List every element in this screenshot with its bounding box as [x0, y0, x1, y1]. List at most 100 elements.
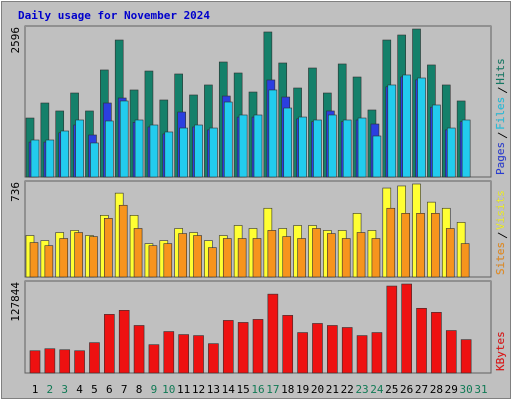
legend-label: Visits	[494, 190, 507, 230]
x-tick-label: 27	[415, 383, 428, 396]
bar	[327, 325, 338, 374]
bar	[163, 331, 175, 374]
x-tick-label: 5	[91, 383, 98, 396]
x-tick-label: 28	[430, 383, 443, 396]
bar	[312, 323, 323, 374]
bar	[460, 339, 472, 374]
x-tick-label: 23	[355, 383, 368, 396]
legend-label: Pages	[494, 142, 507, 175]
x-tick-label: 3	[61, 383, 68, 396]
legend-label: Files	[494, 97, 507, 130]
x-tick-label: 16	[251, 383, 264, 396]
bar	[446, 127, 456, 178]
y-tick-label: 2596	[9, 27, 22, 54]
bar	[209, 127, 218, 178]
bar	[222, 320, 234, 374]
bar	[222, 238, 232, 278]
x-tick-label: 11	[177, 383, 190, 396]
bar	[267, 230, 277, 278]
bar	[118, 204, 128, 278]
legend-label: Hits	[494, 58, 507, 85]
bar	[89, 236, 98, 278]
bar	[297, 332, 308, 374]
bar	[387, 84, 397, 178]
x-tick-label: 1	[32, 383, 39, 396]
bar	[416, 213, 425, 278]
x-tick-label: 6	[106, 383, 113, 396]
x-tick-label: 18	[281, 383, 294, 396]
bar	[148, 344, 160, 374]
x-tick-label: 24	[370, 383, 384, 396]
x-tick-label: 2	[47, 383, 54, 396]
bar	[268, 89, 278, 178]
x-tick-label: 20	[311, 383, 324, 396]
bar	[74, 232, 83, 278]
bar	[179, 127, 188, 178]
bar	[297, 238, 306, 278]
x-tick-label: 31	[474, 383, 487, 396]
bar	[313, 119, 322, 178]
bar	[59, 349, 71, 374]
legend-separator	[497, 232, 508, 239]
bar	[298, 116, 307, 178]
bar	[252, 238, 262, 278]
x-tick-label: 19	[296, 383, 309, 396]
x-tick-label: 14	[222, 383, 236, 396]
bar	[445, 330, 457, 374]
y-tick-label: 127844	[9, 282, 22, 322]
bar	[194, 124, 203, 178]
x-tick-label: 4	[76, 383, 83, 396]
bar	[461, 119, 471, 178]
x-tick-label: 10	[162, 383, 175, 396]
bar	[119, 100, 129, 178]
bar	[252, 319, 264, 374]
bar	[44, 348, 56, 374]
bar	[29, 350, 41, 374]
bar	[60, 130, 70, 178]
bar	[416, 307, 427, 374]
y-tick-label: 736	[9, 182, 22, 202]
bar	[104, 314, 115, 374]
bar	[282, 315, 294, 374]
bar	[283, 107, 293, 178]
x-tick-label: 21	[326, 383, 339, 396]
bar	[356, 232, 366, 278]
bar	[237, 322, 249, 374]
bar	[238, 114, 248, 178]
legend-separator	[497, 132, 508, 139]
bar	[312, 228, 321, 278]
bar	[208, 247, 217, 278]
bar	[208, 343, 219, 374]
bar	[75, 119, 84, 178]
bar	[401, 283, 412, 374]
bar	[341, 238, 351, 278]
bar	[327, 233, 336, 278]
x-tick-label: 30	[460, 383, 473, 396]
bar	[90, 142, 99, 178]
bar	[371, 332, 383, 374]
bar	[267, 293, 279, 374]
bar	[357, 117, 367, 178]
bar	[59, 238, 69, 278]
bar	[29, 242, 39, 278]
bar	[44, 245, 54, 278]
bar	[105, 120, 114, 178]
x-tick-label: 22	[341, 383, 354, 396]
bar	[237, 238, 247, 278]
bar	[133, 228, 143, 278]
bar	[282, 236, 292, 278]
bar	[432, 104, 441, 178]
bar	[178, 233, 187, 278]
bar	[356, 335, 368, 374]
chart-title: Daily usage for November 2024	[18, 9, 210, 22]
bar	[163, 243, 173, 278]
bar	[134, 119, 144, 178]
bar	[104, 218, 113, 278]
bar	[401, 213, 410, 278]
x-tick-label: 9	[151, 383, 158, 396]
bar	[386, 285, 398, 374]
bar	[148, 245, 158, 278]
x-tick-label: 12	[192, 383, 205, 396]
